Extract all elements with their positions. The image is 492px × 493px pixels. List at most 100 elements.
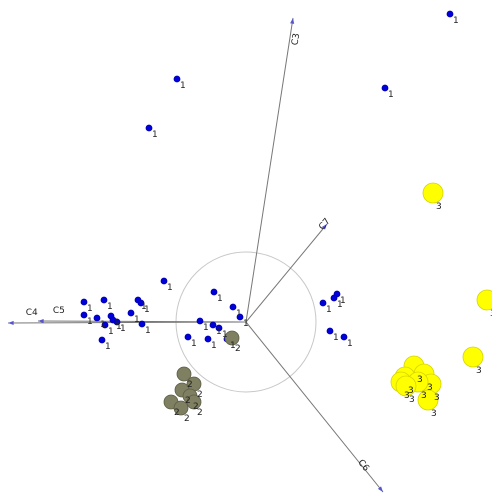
point [446,10,454,18]
point-label: 3 [408,386,414,396]
point-label: 1 [243,319,249,329]
point [173,400,189,416]
point-label: 1 [116,322,122,332]
point-label: 1 [105,342,111,352]
point [462,346,484,368]
point-label: 1 [180,81,186,91]
point [160,277,168,285]
point-label: 3 [417,375,423,385]
point-label: 3 [476,366,482,376]
arrow-head [377,486,383,492]
vector-label: C3 [290,33,302,46]
point-label: 1 [87,304,93,314]
point [417,389,439,411]
point [196,317,204,325]
point-label: 1 [167,283,173,293]
point-label: 3 [409,395,415,405]
arrow-head [8,320,14,326]
point-label: 2 [197,390,203,400]
point [236,313,244,321]
point-label: 3 [436,202,442,212]
point-label: 3 [404,391,410,401]
point-label: 2 [235,344,241,354]
point [93,314,101,322]
point-label: 1 [120,324,126,334]
point-label: 1 [337,300,343,310]
point-label: 3 [421,391,427,401]
point [326,327,334,335]
point-label: 1 [347,339,353,349]
point [101,321,109,329]
point-label: 2 [174,408,180,418]
point [224,330,240,346]
vector-label: C5 [53,306,65,316]
point-label: 1 [203,323,209,333]
point-label: 3 [434,393,440,403]
point-label: 3 [490,309,492,319]
point [138,320,146,328]
point-label: 1 [141,302,147,312]
point [127,309,135,317]
point-label: 2 [197,408,203,418]
point-label: 3 [431,409,437,419]
loading-arrow [245,321,384,493]
point-label: 1 [211,341,217,351]
point-label: 2 [185,396,191,406]
point-label: 1 [222,330,228,340]
point [80,311,88,319]
point-label: 2 [193,402,199,412]
point-label: 1 [326,305,332,315]
point [80,298,88,306]
point-label: 1 [87,317,93,327]
point-label: 1 [340,296,346,306]
point-label: 1 [144,305,150,315]
point [98,336,106,344]
point [476,289,492,311]
point [186,394,202,410]
point-label: 1 [114,318,120,328]
point [176,366,192,382]
arrow-head [38,318,44,324]
point-label: 1 [145,326,151,336]
point [395,375,417,397]
point [184,333,192,341]
point [422,182,444,204]
point [145,124,153,132]
point-label: 1 [134,315,140,325]
point [100,296,108,304]
point-label: 1 [107,302,113,312]
arrow-head [290,18,295,24]
point-label: 1 [333,333,339,343]
loading-arrow [245,223,328,323]
point-label: 1 [230,341,236,351]
point-label: 1 [216,327,222,337]
point-label: 2 [184,414,190,424]
loading-arrow [245,17,294,323]
point [204,335,212,343]
point [330,294,338,302]
vector-label: C4 [26,308,38,318]
point-label: 3 [427,383,433,393]
point-label: 1 [191,339,197,349]
point [113,318,121,326]
point [173,75,181,83]
point-label: 1 [453,16,459,26]
point [210,288,218,296]
point-label: 1 [108,327,114,337]
point [381,84,389,92]
point-label: 1 [217,294,223,304]
point-label: 1 [152,130,158,140]
point-label: 1 [388,90,394,100]
arrow-head [321,224,327,230]
point [209,321,217,329]
vector-label: C7 [317,217,332,233]
point-label: 2 [187,380,193,390]
point [340,333,348,341]
point [215,324,223,332]
point-label: 1 [100,320,106,330]
point [319,299,327,307]
point [229,303,237,311]
point-label: 1 [236,309,242,319]
point [137,299,145,307]
